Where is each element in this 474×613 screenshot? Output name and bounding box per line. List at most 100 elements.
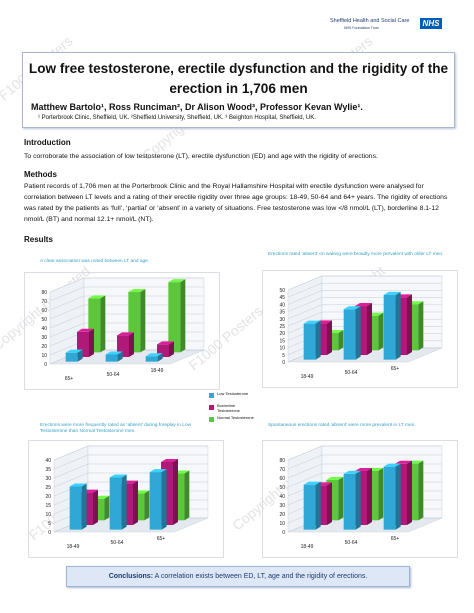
bar-front [69,486,82,530]
bar-side [157,353,163,362]
bar-side [367,303,372,355]
y-tick-label: 60 [279,476,285,482]
x-category-label: 65+ [65,376,74,382]
gridline [287,282,442,298]
gridline [49,286,204,302]
y-tick-label: 25 [279,324,285,330]
trust-logo: Sheffield Health and Social Care NHS Fou… [330,16,466,44]
bar-top [355,468,372,471]
bar-65+-low-testosterone [383,463,401,530]
gridline [53,454,208,470]
bar-18-49-low-testosterone [303,320,321,360]
nhs-logo: NHS [420,18,442,29]
bar-side [378,312,384,351]
gridline [287,275,442,291]
conclusions-box: Conclusions: A correlation exists betwee… [66,566,410,587]
bar-top [157,341,174,345]
bar-side [169,341,174,357]
gridline [287,445,442,461]
y-tick-label: 15 [45,503,51,509]
x-category-label: 18-49 [67,544,80,550]
x-category-label: 50-64 [345,370,358,376]
bar-side [395,291,401,360]
bar-side [117,351,123,362]
bar-side [378,467,384,521]
y-tick-label: 20 [41,344,47,350]
bar-side [355,470,361,530]
chart-absent-foreplay: 0 5 10 15 20 25 30 35 40 18-49 50-64 65+ [28,440,224,558]
bar-top [161,459,178,462]
y-tick-label: 50 [279,485,285,491]
authors: Matthew Bartolo¹, Ross Runciman², Dr Ali… [31,102,363,112]
bar-side [133,480,138,525]
bar-50-64-low-testosterone [105,351,123,362]
bar-side [121,474,127,530]
x-category-label: 18-49 [301,544,314,550]
bar-65+-low-testosterone [149,469,167,530]
bar-side [327,320,332,355]
bar-front [65,352,78,362]
y-tick-label: 0 [44,362,47,368]
methods-text: Patient records of 1,706 men at the Port… [24,183,448,223]
legend: Low Testosterone Borderline Testosterone… [209,391,264,428]
chart-frame [262,440,458,558]
y-tick-label: 15 [279,338,285,344]
bar-side [81,483,87,530]
bar-top [343,470,361,474]
x-category-label: 18-49 [301,374,314,380]
bar-side [338,476,344,521]
bar-top [355,303,372,307]
bar-side [407,294,412,355]
chart-svg: 0 10 20 30 40 50 60 70 80 65+ 50-64 18-49 [24,272,220,390]
y-tick-label: 10 [41,353,47,359]
chart-svg: 0 10 20 30 40 50 60 70 80 18-49 50-64 65+ [262,440,458,558]
bar-side [367,468,372,525]
y-tick-label: 80 [41,290,47,296]
bar-top [168,279,186,283]
bar-top [303,481,321,485]
x-category-label: 65+ [391,366,400,372]
chart-frame [28,440,224,558]
x-category-label: 50-64 [345,540,358,546]
y-tick-label: 0 [48,530,51,536]
bar-side [93,489,98,525]
bar-front [303,323,316,360]
y-tick-label: 50 [41,317,47,323]
conclusions-label: Conclusions: [108,573,154,580]
bar-top [383,291,401,295]
bar-50-64-low-testosterone [109,474,127,530]
bar-side [180,279,186,353]
bar-side [144,490,150,521]
bar-top [128,289,146,293]
bar-top [117,332,134,336]
bar-50-64-low-testosterone [343,306,361,360]
y-tick-label: 0 [282,530,285,536]
bar-side [327,482,332,525]
bar-65+-low-testosterone [383,291,401,360]
bar-front [343,309,356,360]
bar-top [109,474,127,478]
bar-side [338,330,344,351]
y-tick-label: 25 [45,485,51,491]
bar-side [418,301,424,351]
y-tick-label: 60 [41,308,47,314]
y-tick-label: 40 [41,326,47,332]
bar-front [105,354,118,362]
chart3-caption: Erections were more frequently rated as … [40,423,192,434]
legend-label: Normal Testosterone [217,415,254,420]
y-tick-label: 80 [279,458,285,464]
bar-side [140,289,146,353]
gridline [49,277,204,293]
y-tick-label: 10 [279,521,285,527]
bar-top [326,476,344,480]
chart4-caption: Spontaneous erections rated ‘absent’ wer… [268,423,416,428]
bar-top [395,460,412,464]
chart-lt-age: 0 10 20 30 40 50 60 70 80 65+ 50-64 18-49 [24,272,220,390]
legend-swatch [209,393,214,398]
bar-front [383,466,396,530]
x-category-label: 65+ [391,536,400,542]
gridline [49,304,204,320]
results-heading: Results [24,235,53,244]
y-tick-label: 20 [45,494,51,500]
